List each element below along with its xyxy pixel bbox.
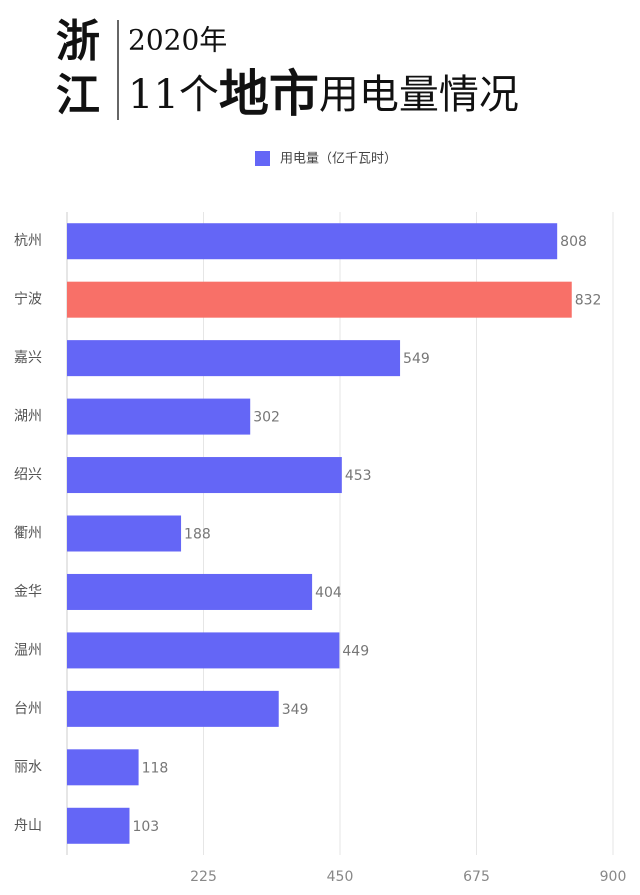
bar (67, 340, 401, 377)
y-tick-label: 温州 (14, 642, 42, 658)
title-part: 11个 (128, 72, 219, 118)
value-label: 808 (560, 234, 587, 250)
title-part: 地市 (219, 64, 319, 123)
value-label: 188 (184, 527, 211, 543)
x-tick-label: 900 (600, 869, 627, 885)
value-label: 453 (345, 468, 372, 484)
y-tick-label: 湖州 (14, 409, 42, 425)
y-tick-label: 嘉兴 (14, 350, 42, 366)
value-label: 349 (282, 702, 309, 718)
bar (67, 515, 182, 552)
legend-label: 用电量（亿千瓦时） (280, 152, 397, 167)
bar (67, 457, 342, 494)
legend-swatch (255, 151, 270, 166)
value-label: 832 (575, 293, 602, 309)
value-label: 449 (342, 643, 369, 659)
y-tick-label: 衢州 (14, 525, 42, 542)
x-tick-label: 450 (327, 869, 354, 885)
title-part: 用电量情况 (319, 72, 519, 118)
x-tick-label: 225 (190, 869, 217, 885)
y-tick-label: 舟山 (14, 818, 42, 834)
bar (67, 690, 279, 727)
bar (67, 223, 558, 260)
value-label: 118 (142, 760, 169, 776)
bar (67, 281, 572, 318)
value-label: 103 (132, 819, 159, 835)
value-label: 549 (403, 351, 430, 367)
title-year: 2020年 (128, 24, 227, 57)
title: 11个地市用电量情况 (128, 64, 519, 123)
bar (67, 749, 139, 786)
bar (67, 807, 130, 844)
x-tick-label: 675 (463, 869, 490, 885)
bar (67, 398, 251, 435)
y-tick-label: 宁波 (14, 291, 42, 308)
value-label: 302 (253, 410, 280, 426)
y-tick-label: 杭州 (14, 233, 42, 249)
y-tick-label: 台州 (14, 701, 42, 717)
y-tick-label: 金华 (14, 584, 42, 600)
title-region-1: 浙江 (56, 16, 100, 121)
bar (67, 573, 313, 610)
value-label: 404 (315, 585, 342, 601)
bar (67, 632, 340, 669)
y-tick-label: 丽水 (14, 759, 42, 775)
y-tick-label: 绍兴 (14, 467, 42, 483)
